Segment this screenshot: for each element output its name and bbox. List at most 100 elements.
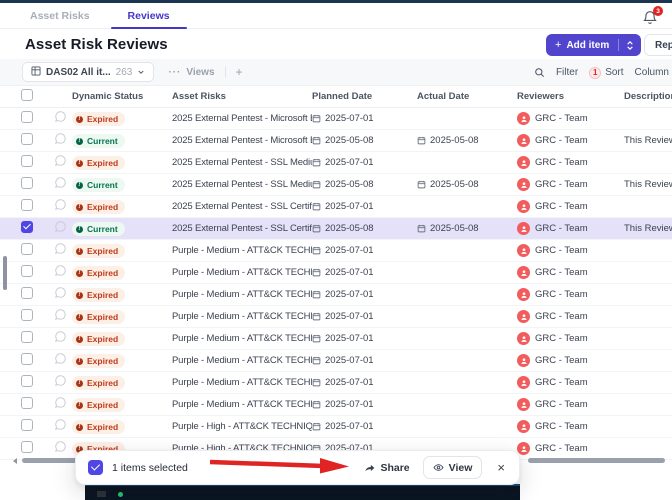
asset-risk-cell[interactable]: Purple - Medium - ATT&CK TECHNI...: [172, 355, 312, 366]
select-all-checkbox[interactable]: [21, 88, 33, 101]
header-planned-date[interactable]: Planned Date: [312, 91, 373, 102]
row-checkbox[interactable]: [21, 440, 33, 453]
columns-button[interactable]: Column: [634, 67, 669, 78]
comment-icon[interactable]: [54, 418, 67, 431]
row-checkbox[interactable]: [21, 374, 33, 387]
horizontal-scrollbar-left[interactable]: [22, 458, 80, 463]
add-item-button[interactable]: + Add item: [546, 34, 642, 56]
row-checkbox[interactable]: [21, 132, 33, 145]
sort-button[interactable]: 1 Sort: [589, 66, 624, 79]
planned-date[interactable]: 2025-07-01: [312, 245, 374, 256]
reviewer-cell[interactable]: GRC - Team: [517, 134, 624, 147]
comment-icon[interactable]: [54, 286, 67, 299]
asset-risk-cell[interactable]: 2025 External Pentest - SSL Mediu...: [172, 157, 312, 168]
asset-risk-cell[interactable]: Purple - Medium - ATT&CK TECHNI...: [172, 245, 312, 256]
description-cell[interactable]: This Review wa: [624, 135, 672, 146]
table-row[interactable]: Expired 2025 External Pentest - SSL Medi…: [0, 152, 672, 174]
row-checkbox[interactable]: [21, 330, 33, 343]
reviewer-cell[interactable]: GRC - Team: [517, 354, 624, 367]
reviewer-cell[interactable]: GRC - Team: [517, 244, 624, 257]
table-row[interactable]: Expired Purple - Medium - ATT&CK TECHNI.…: [0, 372, 672, 394]
search-button[interactable]: [534, 67, 545, 78]
row-checkbox[interactable]: [21, 396, 33, 409]
header-asset-risks[interactable]: Asset Risks: [172, 91, 226, 102]
comment-icon[interactable]: [54, 176, 67, 189]
tab-asset-risks[interactable]: Asset Risks: [30, 9, 90, 22]
actual-date[interactable]: 2025-05-08: [417, 223, 479, 234]
reviewer-cell[interactable]: GRC - Team: [517, 222, 624, 235]
table-row[interactable]: Expired Purple - Medium - ATT&CK TECHNI.…: [0, 262, 672, 284]
comment-icon[interactable]: [54, 352, 67, 365]
row-checkbox[interactable]: [21, 110, 33, 123]
table-row[interactable]: Expired Purple - High - ATT&CK TECHNIQU.…: [0, 416, 672, 438]
share-button[interactable]: Share: [364, 462, 410, 474]
comment-icon[interactable]: [54, 110, 67, 123]
asset-risk-cell[interactable]: Purple - High - ATT&CK TECHNIQU...: [172, 421, 312, 432]
planned-date[interactable]: 2025-07-01: [312, 157, 374, 168]
vertical-scrollbar-thumb[interactable]: [3, 256, 7, 290]
comment-icon[interactable]: [54, 440, 67, 453]
table-row[interactable]: Expired Purple - Medium - ATT&CK TECHNI.…: [0, 284, 672, 306]
asset-risk-cell[interactable]: 2025 External Pentest - SSL Certific...: [172, 223, 312, 234]
table-row[interactable]: Expired Purple - Medium - ATT&CK TECHNI.…: [0, 306, 672, 328]
reviewer-cell[interactable]: GRC - Team: [517, 266, 624, 279]
table-row[interactable]: Current 2025 External Pentest - SSL Medi…: [0, 174, 672, 196]
asset-risk-cell[interactable]: 2025 External Pentest - Microsoft E...: [172, 135, 312, 146]
header-actual-date[interactable]: Actual Date: [417, 91, 470, 102]
actual-date[interactable]: 2025-05-08: [417, 179, 479, 190]
planned-date[interactable]: 2025-05-08: [312, 223, 374, 234]
table-row[interactable]: Current 2025 External Pentest - SSL Cert…: [0, 218, 672, 240]
add-view-button[interactable]: +: [235, 65, 243, 79]
reviewer-cell[interactable]: GRC - Team: [517, 200, 624, 213]
comment-icon[interactable]: [54, 308, 67, 321]
planned-date[interactable]: 2025-05-08: [312, 135, 374, 146]
table-row[interactable]: Expired 2025 External Pentest - SSL Cert…: [0, 196, 672, 218]
row-checkbox[interactable]: [21, 286, 33, 299]
description-cell[interactable]: This Review wa: [624, 179, 672, 190]
comment-icon[interactable]: [54, 154, 67, 167]
comment-icon[interactable]: [54, 330, 67, 343]
asset-risk-cell[interactable]: 2025 External Pentest - SSL Mediu...: [172, 179, 312, 190]
add-item-dropdown[interactable]: [619, 40, 641, 51]
header-dynamic-status[interactable]: Dynamic Status: [72, 91, 144, 102]
asset-risk-cell[interactable]: Purple - Medium - ATT&CK TECHNI...: [172, 399, 312, 410]
planned-date[interactable]: 2025-05-08: [312, 179, 374, 190]
planned-date[interactable]: 2025-07-01: [312, 289, 374, 300]
close-icon[interactable]: ×: [497, 460, 505, 475]
reviewer-cell[interactable]: GRC - Team: [517, 112, 624, 125]
planned-date[interactable]: 2025-07-01: [312, 201, 374, 212]
planned-date[interactable]: 2025-07-01: [312, 267, 374, 278]
planned-date[interactable]: 2025-07-01: [312, 113, 374, 124]
notifications-button[interactable]: 3: [643, 6, 663, 26]
scrollbar-left-arrow-icon[interactable]: [13, 458, 17, 464]
actual-date[interactable]: 2025-05-08: [417, 135, 479, 146]
table-row[interactable]: Expired 2025 External Pentest - Microsof…: [0, 108, 672, 130]
reviewer-cell[interactable]: GRC - Team: [517, 398, 624, 411]
header-reviewers[interactable]: Reviewers: [517, 91, 565, 102]
asset-risk-cell[interactable]: 2025 External Pentest - SSL Certific...: [172, 201, 312, 212]
planned-date[interactable]: 2025-07-01: [312, 333, 374, 344]
row-checkbox[interactable]: [21, 220, 33, 233]
table-row[interactable]: Expired Purple - Medium - ATT&CK TECHNI.…: [0, 328, 672, 350]
view-selector[interactable]: DAS02 All it... 263: [22, 62, 155, 82]
reviewer-cell[interactable]: GRC - Team: [517, 442, 624, 455]
table-row[interactable]: Expired Purple - Medium - ATT&CK TECHNI.…: [0, 350, 672, 372]
asset-risk-cell[interactable]: Purple - Medium - ATT&CK TECHNI...: [172, 267, 312, 278]
asset-risk-cell[interactable]: Purple - Medium - ATT&CK TECHNI...: [172, 311, 312, 322]
comment-icon[interactable]: [54, 198, 67, 211]
selection-checkbox[interactable]: [88, 460, 103, 475]
planned-date[interactable]: 2025-07-01: [312, 311, 374, 322]
asset-risk-cell[interactable]: Purple - Medium - ATT&CK TECHNI...: [172, 333, 312, 344]
asset-risk-cell[interactable]: 2025 External Pentest - Microsoft E...: [172, 113, 312, 124]
row-checkbox[interactable]: [21, 308, 33, 321]
planned-date[interactable]: 2025-07-01: [312, 421, 374, 432]
planned-date[interactable]: 2025-07-01: [312, 377, 374, 388]
reviewer-cell[interactable]: GRC - Team: [517, 310, 624, 323]
table-row[interactable]: Expired Purple - Medium - ATT&CK TECHNI.…: [0, 240, 672, 262]
planned-date[interactable]: 2025-07-01: [312, 355, 374, 366]
table-row[interactable]: Current 2025 External Pentest - Microsof…: [0, 130, 672, 152]
reviewer-cell[interactable]: GRC - Team: [517, 420, 624, 433]
horizontal-scrollbar-right[interactable]: [528, 458, 665, 463]
row-checkbox[interactable]: [21, 418, 33, 431]
comment-icon[interactable]: [54, 396, 67, 409]
